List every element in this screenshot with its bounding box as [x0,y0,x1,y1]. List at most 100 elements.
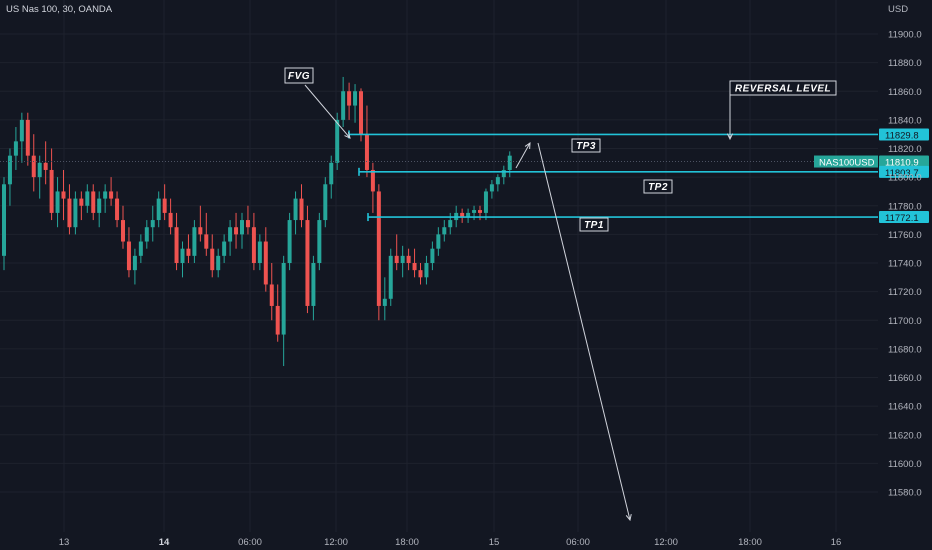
symbol-tag-text: NAS100USD [819,158,875,169]
candle [79,191,84,221]
candle [91,184,96,221]
tp2-price-tag-text: 11803.7 [885,168,919,179]
candle-body [13,141,18,156]
candle [174,212,179,271]
price-tick-label: 11900.0 [888,30,922,41]
tp1-price-tag [879,211,929,224]
time-axis: 13 14 06:00 12:00 18:00 15 06:00 12:00 18:00 16 [59,537,842,548]
candle-body [323,184,328,221]
candle [168,198,173,235]
candle-body [400,255,405,263]
candle [430,241,435,271]
tp3-price-tag [879,128,929,141]
candle-body [138,241,143,256]
fvg-arrow [304,84,351,139]
candle-body [103,191,108,199]
candle [311,255,316,321]
candle [305,205,310,314]
candle-body [382,298,387,306]
candle-body [370,169,375,192]
candle [228,220,233,256]
candle [418,263,423,285]
candle-body [37,162,42,178]
candle-body [245,220,250,228]
candle [245,205,250,235]
candle-body [251,227,256,263]
candle [257,234,262,271]
candle [317,212,322,271]
candle-body [275,305,280,335]
candle [121,205,125,249]
candles [2,76,512,367]
candle [180,241,185,278]
candle-body [478,210,482,213]
reversal-arrow-head [726,133,734,141]
candle [251,212,256,271]
candle-body [126,241,131,271]
candle [329,155,334,199]
candle [299,184,304,228]
candle [483,188,488,221]
candle [97,191,102,228]
time-tick-label: 06:00 [566,537,590,548]
tp3-price-tag-text: 11829.8 [885,130,919,141]
time-tick-label: 12:00 [654,537,678,548]
fvg-annotation-label: FVG [288,71,310,82]
candle-body [406,255,411,263]
candle-body [329,162,334,185]
candle-body [376,191,381,306]
candle [263,227,268,292]
candle [240,212,244,249]
candle [359,88,363,142]
drawings: FVG REVERSAL LEVEL TP3 TP2 TP1 11829.8 11810.9… [0,67,929,522]
candle-body [269,284,274,306]
candle [138,234,143,263]
candle [61,169,66,221]
candle [400,245,405,278]
candle [25,112,30,166]
candle [424,255,429,285]
candle-body [281,263,286,335]
candle [186,234,191,263]
candle-body [204,234,209,249]
candle-body [222,241,227,256]
candle-body [234,227,239,235]
candle-body [19,119,24,142]
candle-body [507,155,512,170]
candle [103,184,108,213]
candle-body [162,198,167,213]
candle-body [388,255,393,299]
candle [382,277,387,321]
candle-body [61,191,66,199]
candle-body [412,263,417,271]
candle [19,112,24,163]
fvg-arrow-head [344,132,351,139]
candle-body [424,263,429,278]
candle [460,208,465,223]
price-tick-label: 11880.0 [888,58,922,69]
candle-body [418,270,423,278]
candle-body [31,155,36,178]
candle [43,141,48,185]
candle-body [132,255,137,271]
candle [204,212,209,256]
candle-body [109,191,114,199]
candle-body [198,227,203,235]
candle [448,212,453,235]
candle-body [335,119,340,163]
candle-body [49,169,54,213]
candle [376,184,381,321]
candle [364,105,369,178]
candle [144,220,149,249]
candle-body [25,119,30,156]
reversal-annotation-label: REVERSAL LEVEL [735,84,831,95]
symbol-tag [814,155,878,168]
candle-body [228,227,233,242]
candle-body [483,191,488,213]
candle [507,151,512,178]
candle-body [489,184,494,192]
candle-body [115,198,120,221]
candle-body [156,198,161,221]
candle-body [430,248,435,263]
